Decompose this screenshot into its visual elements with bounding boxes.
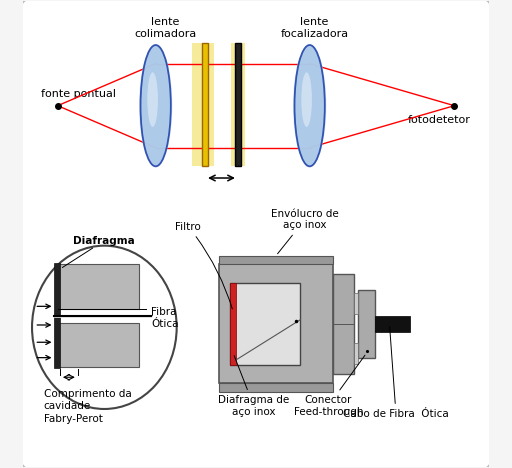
Bar [333,274,354,374]
Bar [192,43,214,166]
Text: Conector
Feed-through: Conector Feed-through [293,355,365,417]
Bar [230,283,301,365]
Bar [231,43,245,166]
Bar [54,263,60,368]
Text: Diafragma: Diafragma [74,236,135,246]
Ellipse shape [32,246,177,409]
Ellipse shape [293,45,326,166]
Bar [354,292,358,314]
Text: fonte pontual: fonte pontual [41,89,116,99]
Ellipse shape [294,45,325,166]
Bar [58,264,139,309]
Bar [58,322,139,367]
Bar [219,256,333,264]
Bar [219,383,333,392]
Text: Fibra
Ótica: Fibra Ótica [151,307,179,329]
Text: Diafragma de
aço inox: Diafragma de aço inox [218,356,289,417]
Text: Comprimento da
cavidade
Fabry-Perot: Comprimento da cavidade Fabry-Perot [44,389,132,424]
Text: lente
focalizadora: lente focalizadora [280,17,348,39]
Bar [235,43,241,166]
Ellipse shape [302,73,312,127]
Ellipse shape [147,73,158,127]
Bar [230,283,236,365]
Text: Filtro: Filtro [176,222,232,309]
Text: lente
colimadora: lente colimadora [134,17,196,39]
Text: Envólucro de
aço inox: Envólucro de aço inox [271,209,339,254]
Bar [219,264,333,383]
Text: Cabo de Fibra  Ótica: Cabo de Fibra Ótica [343,327,449,419]
Ellipse shape [139,45,173,166]
Bar [358,290,375,358]
Bar [354,343,358,364]
Text: fotodetetor: fotodetetor [408,115,471,124]
Bar [202,43,208,166]
Ellipse shape [140,45,171,166]
FancyBboxPatch shape [22,0,490,468]
Bar [375,316,411,332]
